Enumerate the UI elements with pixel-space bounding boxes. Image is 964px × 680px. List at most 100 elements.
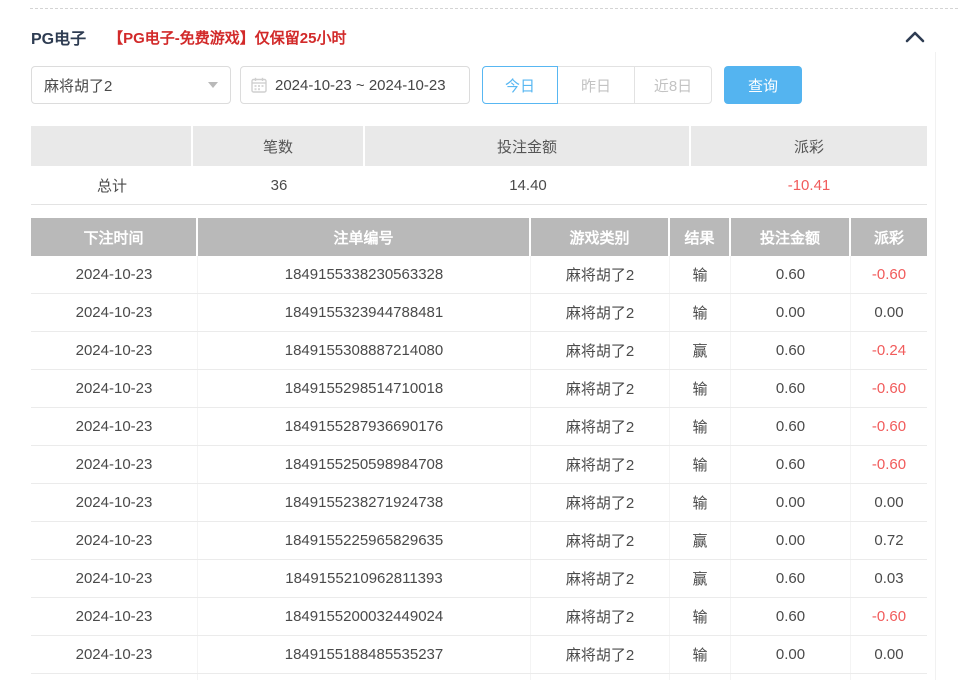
cell-payout: 0.00: [874, 646, 904, 663]
summary-total-label: 总计: [96, 177, 127, 195]
cell-payout: 0.00: [874, 304, 904, 321]
cell-bet-amount: 0.60: [731, 408, 851, 445]
col-header-bet-amount: 投注金额: [731, 218, 851, 256]
cell-payout: -0.60: [871, 380, 907, 397]
cell-payout: 0.00: [874, 494, 904, 511]
table-row: 2024-10-23 1849155308887214080 麻将胡了2 赢 0…: [31, 332, 927, 370]
cell-bet-id: 1849155210962811393: [198, 560, 531, 597]
right-edge-line: [935, 52, 936, 680]
cell-result: 输: [670, 598, 731, 635]
cell-result: 输: [670, 256, 731, 293]
dashed-divider: [30, 8, 958, 9]
cell-bet-id: 1849155338230563328: [198, 256, 531, 293]
cell-bet-amount: 0.60: [731, 332, 851, 369]
table-row: 2024-10-23 1849155323944788481 麻将胡了2 输 0…: [31, 294, 927, 332]
cell-bet-time: 2024-10-23: [31, 294, 198, 331]
filter-bar: 麻将胡了2 2024-10-23 ~ 2024-10-23 今日 昨日 近8日 …: [31, 66, 802, 104]
cell-bet-id: 1849155323944788481: [198, 294, 531, 331]
chevron-up-icon: [905, 31, 925, 43]
cell-result: 赢: [670, 560, 731, 597]
calendar-icon: [251, 77, 267, 93]
quick-date-button[interactable]: 近8日: [634, 66, 712, 104]
cell-payout: -0.60: [871, 266, 907, 283]
table-row: 2024-10-23 1849155210962811393 麻将胡了2 赢 0…: [31, 560, 927, 598]
panel-header: PG电子 【PG电子-免费游戏】仅保留25小时: [31, 25, 928, 49]
bet-table-body: 2024-10-23 1849155338230563328 麻将胡了2 输 0…: [31, 256, 927, 674]
cell-bet-id: 1849155308887214080: [198, 332, 531, 369]
table-row: 2024-10-23 1849155200032449024 麻将胡了2 输 0…: [31, 598, 927, 636]
bet-records-table: 下注时间 注单编号 游戏类别 结果 投注金额 派彩 2024-10-23 184…: [31, 218, 927, 680]
table-row: 2024-10-23 1849155188485535237 麻将胡了2 输 0…: [31, 636, 927, 674]
search-button[interactable]: 查询: [724, 66, 802, 104]
date-range-input[interactable]: 2024-10-23 ~ 2024-10-23: [240, 66, 470, 104]
col-header-game-type: 游戏类别: [531, 218, 670, 256]
cell-bet-time: 2024-10-23: [31, 332, 198, 369]
col-header-bet-time: 下注时间: [31, 218, 198, 256]
cell-payout: 0.03: [874, 570, 904, 587]
col-header-payout: 派彩: [873, 229, 904, 247]
cell-bet-amount: 0.60: [731, 446, 851, 483]
cell-bet-id: 1849155225965829635: [198, 522, 531, 559]
cell-bet-amount: 0.60: [731, 370, 851, 407]
cell-game-type: 麻将胡了2: [531, 484, 670, 521]
cell-game-type: 麻将胡了2: [531, 446, 670, 483]
cell-game-type: 麻将胡了2: [531, 560, 670, 597]
quick-date-button[interactable]: 今日: [482, 66, 558, 104]
summary-total-bet-amount: 14.40: [509, 176, 547, 194]
cell-bet-time: 2024-10-23: [31, 484, 198, 521]
col-header-result: 结果: [670, 218, 731, 256]
cell-result: 赢: [670, 332, 731, 369]
summary-header-payout: 派彩: [793, 138, 824, 156]
cell-payout: -0.60: [871, 456, 907, 473]
table-row: 2024-10-23 1849155298514710018 麻将胡了2 输 0…: [31, 370, 927, 408]
table-row: 2024-10-23 1849155287936690176 麻将胡了2 输 0…: [31, 408, 927, 446]
cell-bet-amount: 0.00: [731, 522, 851, 559]
table-row: 2024-10-23 1849155225965829635 麻将胡了2 赢 0…: [31, 522, 927, 560]
summary-header-bet-amount: 投注金额: [365, 126, 691, 166]
cell-result: 输: [670, 446, 731, 483]
cell-payout: -0.24: [871, 342, 907, 359]
cell-result: 输: [670, 408, 731, 445]
game-select[interactable]: 麻将胡了2: [31, 66, 231, 104]
summary-header-empty: [31, 126, 193, 166]
cell-bet-id: 1849155250598984708: [198, 446, 531, 483]
cell-bet-time: 2024-10-23: [31, 522, 198, 559]
cell-bet-id: 1849155238271924738: [198, 484, 531, 521]
cell-game-type: 麻将胡了2: [531, 370, 670, 407]
cell-game-type: 麻将胡了2: [531, 522, 670, 559]
cell-payout: -0.60: [871, 608, 907, 625]
quick-date-button[interactable]: 昨日: [557, 66, 635, 104]
cell-result: 输: [670, 636, 731, 673]
table-header-row: 下注时间 注单编号 游戏类别 结果 投注金额 派彩: [31, 218, 927, 256]
cell-bet-id: 1849155188485535237: [198, 636, 531, 673]
cell-game-type: 麻将胡了2: [531, 256, 670, 293]
cell-bet-id: 1849155200032449024: [198, 598, 531, 635]
cell-result: 输: [670, 484, 731, 521]
cell-game-type: 麻将胡了2: [531, 332, 670, 369]
cell-bet-amount: 0.60: [731, 598, 851, 635]
cell-game-type: 麻将胡了2: [531, 408, 670, 445]
cell-bet-amount: 0.00: [731, 294, 851, 331]
summary-header-row: 笔数 投注金额 派彩: [31, 126, 927, 166]
cell-bet-amount: 0.00: [731, 484, 851, 521]
cell-game-type: 麻将胡了2: [531, 294, 670, 331]
cell-result: 赢: [670, 522, 731, 559]
col-header-bet-id: 注单编号: [198, 218, 531, 256]
cell-bet-time: 2024-10-23: [31, 256, 198, 293]
cell-bet-id: 1849155298514710018: [198, 370, 531, 407]
summary-total-payout: -10.41: [787, 176, 831, 194]
table-row: 2024-10-23 1849155238271924738 麻将胡了2 输 0…: [31, 484, 927, 522]
chevron-down-icon: [208, 82, 218, 88]
cell-bet-time: 2024-10-23: [31, 636, 198, 673]
summary-table: 笔数 投注金额 派彩 总计 36 14.40 -10.41: [31, 126, 927, 205]
cell-bet-time: 2024-10-23: [31, 598, 198, 635]
cell-bet-time: 2024-10-23: [31, 560, 198, 597]
collapse-panel-button[interactable]: [902, 27, 928, 47]
cell-bet-time: 2024-10-23: [31, 370, 198, 407]
cell-bet-amount: 0.60: [731, 256, 851, 293]
cell-game-type: 麻将胡了2: [531, 598, 670, 635]
date-range-value: 2024-10-23 ~ 2024-10-23: [275, 76, 446, 94]
cell-result: 输: [670, 294, 731, 331]
cell-result: 输: [670, 370, 731, 407]
